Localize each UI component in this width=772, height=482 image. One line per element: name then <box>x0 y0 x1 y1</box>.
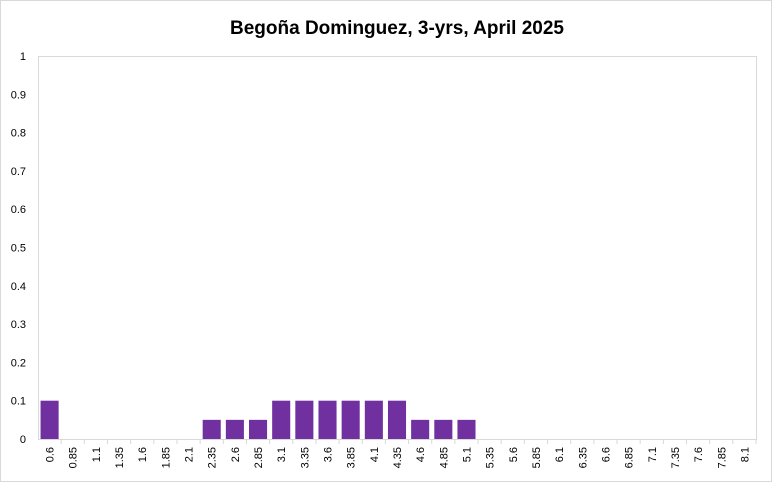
x-tick-label: 2.35 <box>207 447 219 468</box>
x-tick-label: 3.1 <box>276 447 288 462</box>
bar-0.6 <box>40 400 59 439</box>
bar-4.85 <box>434 419 453 439</box>
x-tick-label: 4.6 <box>415 447 427 462</box>
bar-2.35 <box>202 419 221 439</box>
x-tick-label: 5.85 <box>531 447 543 468</box>
y-tick-label: 0.2 <box>11 357 26 369</box>
x-tick-label: 7.6 <box>693 447 705 462</box>
x-tick-label: 7.35 <box>670 447 682 468</box>
x-tick-label: 6.35 <box>577 447 589 468</box>
y-tick-label: 0.8 <box>11 128 26 140</box>
bar-3.85 <box>341 400 360 439</box>
bars-group <box>40 400 476 439</box>
x-tick-label: 5.1 <box>461 447 473 462</box>
bar-2.6 <box>225 419 244 439</box>
x-tick-label: 1.6 <box>137 447 149 462</box>
x-tick-label: 6.85 <box>624 447 636 468</box>
x-tick-label: 1.35 <box>114 447 126 468</box>
x-tick-label: 5.6 <box>508 447 520 462</box>
y-tick-label: 0.9 <box>11 89 26 101</box>
x-tick-label: 3.35 <box>299 447 311 468</box>
x-tick-label: 8.1 <box>739 447 751 462</box>
plot-area <box>38 56 757 440</box>
x-tick-label: 6.6 <box>600 447 612 462</box>
x-tick-label: 3.85 <box>346 447 358 468</box>
y-tick-label: 0.1 <box>11 396 26 408</box>
y-tick-label: 0.6 <box>11 204 26 216</box>
bar-4.6 <box>411 419 430 439</box>
x-axis: 0.6 0.85 1.1 1.35 1.6 1.85 2.1 2.35 2.6 2.85 3.1 3.… <box>38 439 757 468</box>
y-tick-label: 0.4 <box>11 281 26 293</box>
x-tick-label: 4.35 <box>392 447 404 468</box>
y-tick-label: 0 <box>20 434 26 446</box>
bar-3.35 <box>295 400 314 439</box>
y-tick-label: 0.3 <box>11 319 26 331</box>
bar-5.1 <box>457 419 476 439</box>
bar-4.1 <box>364 400 383 439</box>
bar-3.6 <box>318 400 337 439</box>
x-tick-label: 1.1 <box>91 447 103 462</box>
x-tick-label: 4.85 <box>438 447 450 468</box>
x-tick-label: 7.1 <box>647 447 659 462</box>
y-tick-label: 1 <box>20 51 26 63</box>
bar-3.1 <box>272 400 291 439</box>
x-tick-label: 1.85 <box>160 447 172 468</box>
x-tick-label: 3.6 <box>323 447 335 462</box>
chart-title: Begoña Dominguez, 3-yrs, April 2025 <box>230 18 564 39</box>
y-tick-label: 0.7 <box>11 166 26 178</box>
x-tick-label: 2.6 <box>230 447 242 462</box>
x-tick-label: 2.1 <box>184 447 196 462</box>
x-tick-label: 4.1 <box>369 447 381 462</box>
bar-2.85 <box>249 419 268 439</box>
bar-4.35 <box>387 400 407 439</box>
x-tick-label: 6.1 <box>554 447 566 462</box>
y-axis: 0 0.1 0.2 0.3 0.4 0.5 0.6 0.7 0.8 0.9 1 <box>11 51 26 446</box>
x-tick-label: 7.85 <box>716 447 728 468</box>
x-tick-label: 0.6 <box>45 447 57 462</box>
y-tick-label: 0.5 <box>11 243 26 255</box>
x-tick-label: 5.35 <box>485 447 497 468</box>
x-tick-label: 2.85 <box>253 447 265 468</box>
x-tick-label: 0.85 <box>68 447 80 468</box>
